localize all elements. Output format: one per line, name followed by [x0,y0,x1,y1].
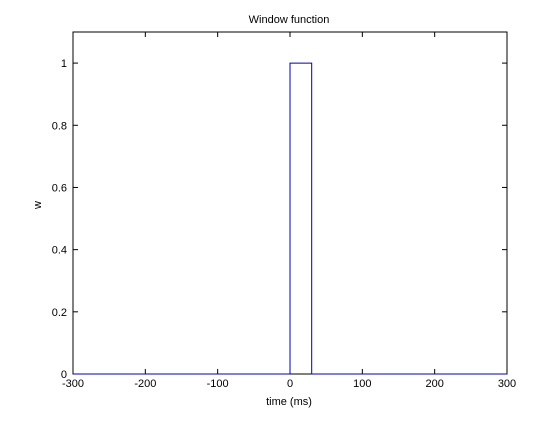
chart-title: Window function [249,14,330,26]
series-line [73,62,507,375]
y-tick-label: 0.2 [52,307,67,319]
x-tick-label: -300 [62,378,84,390]
x-tick-label: 300 [498,378,516,390]
x-tick-label: 100 [353,378,371,390]
y-tick-label: 0.6 [52,182,67,194]
y-tick-label: 0.4 [52,245,67,257]
x-axis-label: time (ms) [266,396,312,408]
y-tick-label: 0 [61,369,67,381]
x-tick-label: 0 [287,378,293,390]
y-tick-label: 0.8 [52,120,67,132]
x-tick-label: -100 [207,378,229,390]
y-axis-label: w [32,201,44,210]
x-tick-label: -200 [134,378,156,390]
x-tick-label: 200 [425,378,443,390]
y-tick-label: 1 [61,58,67,70]
plot-area: -300 -200 -100 0 100 200 300 0 0.2 0.4 0.6 0.8 1 [52,31,516,390]
